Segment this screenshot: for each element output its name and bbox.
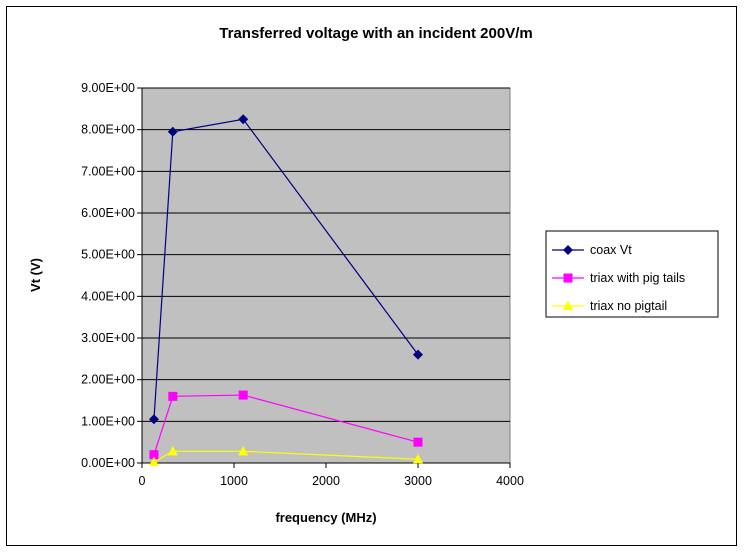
series-layer xyxy=(148,114,423,467)
legend-marker xyxy=(563,273,573,283)
plot-area xyxy=(141,87,511,464)
y-axis-label: Vt (V) xyxy=(28,258,43,292)
data-point xyxy=(167,445,178,456)
y-tick-label: 3.00E+00 xyxy=(81,331,135,345)
data-point xyxy=(413,437,423,447)
x-tick-label: 4000 xyxy=(496,474,524,488)
data-point xyxy=(167,126,178,137)
data-point xyxy=(238,114,249,125)
y-tick-label: 2.00E+00 xyxy=(81,373,135,387)
data-point xyxy=(168,391,178,401)
legend-marker xyxy=(563,245,573,255)
legend-label: triax with pig tails xyxy=(590,271,685,285)
y-tick-label: 0.00E+00 xyxy=(81,456,135,470)
data-point xyxy=(238,390,248,400)
y-tick-label: 6.00E+00 xyxy=(81,206,135,220)
legend-box xyxy=(545,230,719,318)
x-tick-label: 3000 xyxy=(404,474,432,488)
x-tick-label: 1000 xyxy=(220,474,248,488)
legend-item: triax with pig tails xyxy=(552,271,685,285)
data-point xyxy=(148,456,159,467)
data-point xyxy=(413,349,423,360)
x-tick-label: 0 xyxy=(139,474,146,488)
series-line xyxy=(153,118,419,420)
y-tick-label: 5.00E+00 xyxy=(81,248,135,262)
legend-item: triax no pigtail xyxy=(552,299,667,313)
x-axis-label: frequency (MHz) xyxy=(275,510,376,525)
y-tick-label: 4.00E+00 xyxy=(81,289,135,303)
y-tick-label: 1.00E+00 xyxy=(81,414,135,428)
legend-item: coax Vt xyxy=(552,243,632,257)
series-coax-vt xyxy=(148,114,423,425)
series-line xyxy=(153,450,419,463)
legend-label: triax no pigtail xyxy=(590,299,667,313)
y-tick-label: 9.00E+00 xyxy=(81,81,135,95)
data-point xyxy=(238,445,249,456)
legend: coax Vt triax with pig tails triax no pigt… xyxy=(545,230,719,318)
chart-title: Transferred voltage with an incident 200… xyxy=(219,25,532,42)
data-point xyxy=(149,450,159,460)
x-axis-ticks: 0 1000 2000 3000 4000 xyxy=(139,463,524,488)
series-triax-with-pig-tails xyxy=(149,390,423,460)
y-tick-label: 8.00E+00 xyxy=(81,123,135,137)
x-tick-label: 2000 xyxy=(312,474,340,488)
legend-label: coax Vt xyxy=(590,243,632,257)
legend-marker xyxy=(563,300,573,310)
y-tick-label: 7.00E+00 xyxy=(81,164,135,178)
data-point xyxy=(413,453,423,464)
series-line xyxy=(153,394,419,455)
y-axis-ticks: 0.00E+00 1.00E+00 2.00E+00 3.00E+00 4.00E+00… xyxy=(81,81,142,470)
series-triax-no-pigtail xyxy=(148,445,423,467)
data-point xyxy=(148,414,159,425)
